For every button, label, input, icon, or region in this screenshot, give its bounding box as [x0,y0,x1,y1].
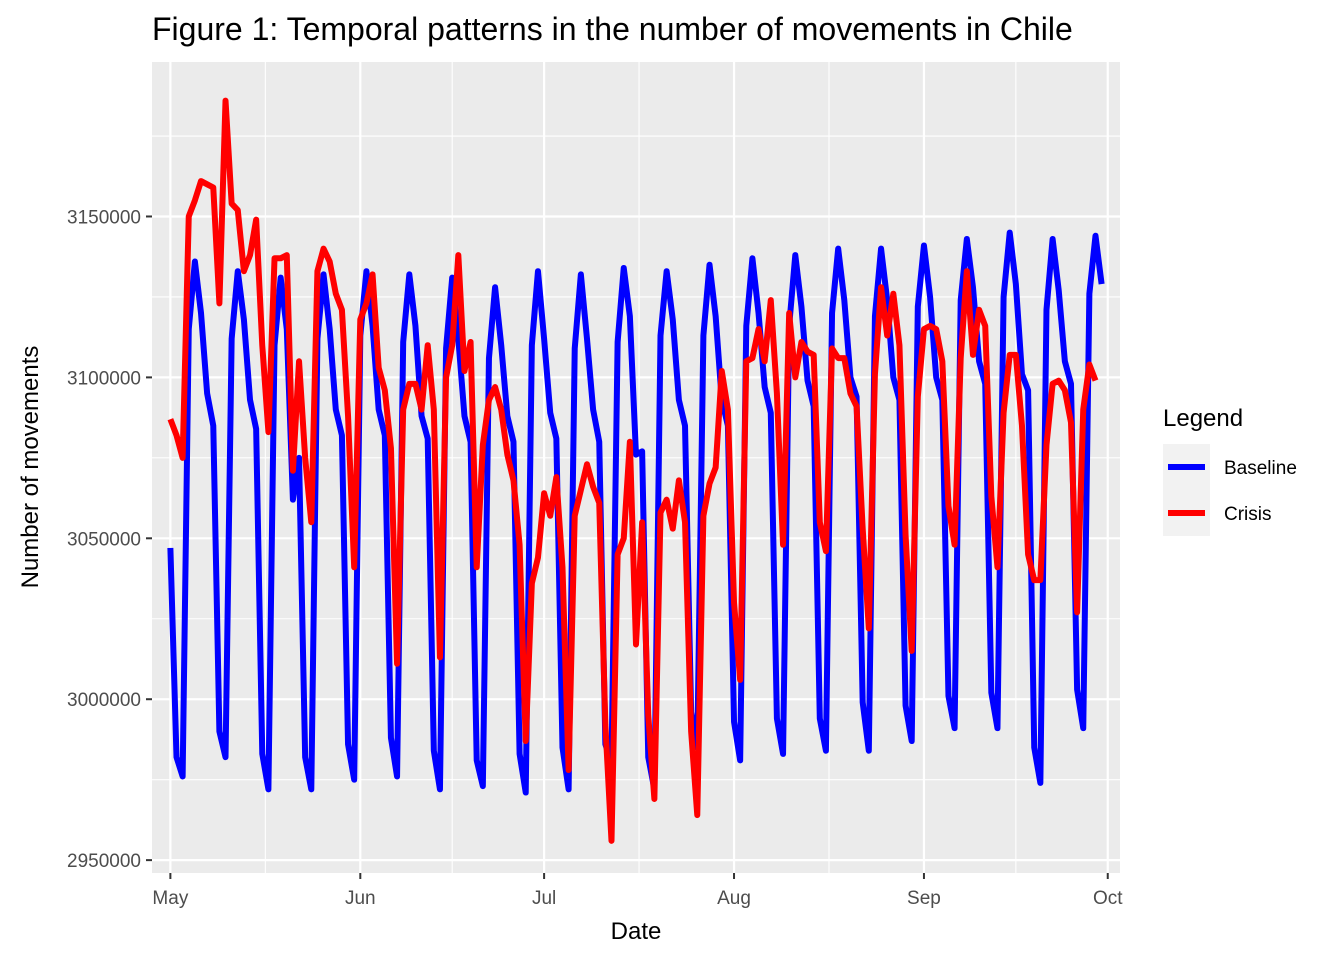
legend-title: Legend [1163,405,1243,432]
x-tick-label: Jul [532,888,556,909]
x-tick-label: Jun [345,888,376,909]
series-line-baseline [167,229,1105,796]
legend-label-crisis: Crisis [1224,504,1272,525]
legend: Legend Baseline Crisis [1163,405,1297,536]
y-tick-label: 3150000 [67,207,141,228]
y-axis: 2950000 3000000 3050000 3100000 3150000 [67,207,152,872]
x-axis: May Jun Jul Aug Sep Oct [152,873,1123,909]
chart-title: Figure 1: Temporal patterns in the numbe… [152,11,1073,47]
y-tick-label: 2950000 [67,851,141,872]
legend-label-baseline: Baseline [1224,458,1297,479]
x-tick-label: Oct [1093,888,1123,909]
x-axis-title: Date [611,918,662,945]
y-axis-title: Number of movements [17,346,44,589]
y-tick-label: 3100000 [67,368,141,389]
x-tick-label: May [152,888,188,909]
y-tick-label: 3050000 [67,529,141,550]
y-tick-label: 3000000 [67,690,141,711]
series-line-crisis [167,97,1099,844]
x-tick-label: Aug [717,888,751,909]
x-tick-label: Sep [907,888,941,909]
series-layer [167,97,1105,844]
